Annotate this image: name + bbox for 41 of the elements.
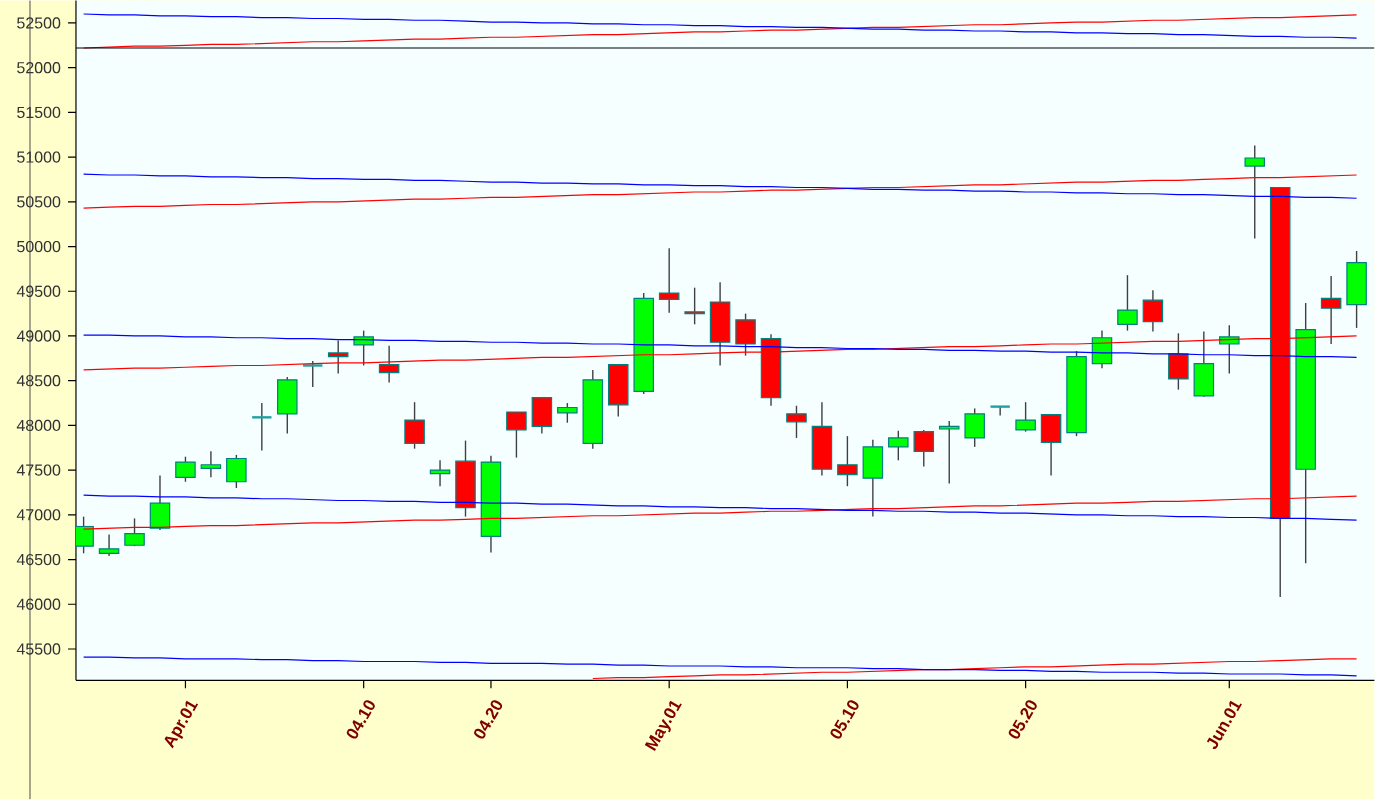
y-tick-label: 52500 [17, 17, 61, 29]
y-tick-label: 51500 [17, 106, 61, 119]
candlestick [124, 517, 145, 547]
candlestick [1244, 144, 1266, 240]
candlestick [404, 401, 425, 450]
y-tick-label: 49500 [16, 285, 61, 298]
candlestick [200, 450, 222, 479]
candlestick [938, 420, 960, 485]
y-tick-label: 45500 [16, 643, 61, 655]
candlestick [1142, 289, 1164, 333]
candlestick [175, 456, 196, 483]
y-tick-label: 46000 [16, 598, 61, 611]
candlestick [1015, 401, 1036, 433]
candlestick [913, 429, 935, 468]
candlestick [837, 435, 858, 488]
y-tick-label: 50500 [17, 196, 61, 208]
y-tick-label: 47500 [16, 464, 61, 476]
y-tick-label: 49000 [16, 330, 61, 342]
y-tick-label: 52000 [17, 62, 61, 74]
candlestick [786, 405, 807, 439]
y-tick-label: 51000 [17, 151, 61, 163]
candlestick [888, 430, 909, 462]
candlestick [684, 287, 705, 326]
candlestick [557, 402, 578, 424]
y-tick-label: 48000 [16, 419, 61, 432]
candlestick [1219, 324, 1240, 375]
candlestick [1117, 274, 1138, 332]
y-tick-label: 47000 [16, 509, 61, 521]
candlestick [658, 247, 680, 314]
candlestick [506, 411, 527, 459]
candlestick [250, 402, 273, 452]
line-series [83, 334, 1358, 359]
y-tick-label: 50000 [17, 241, 61, 253]
candlestick [353, 330, 374, 367]
candlestick [301, 360, 324, 388]
candlestick [98, 533, 120, 557]
y-tick-label: 48500 [16, 375, 61, 387]
candlestick [226, 454, 247, 489]
y-tick-label: 46500 [16, 554, 61, 566]
candlestick [989, 405, 1012, 417]
candlestick [429, 459, 451, 488]
